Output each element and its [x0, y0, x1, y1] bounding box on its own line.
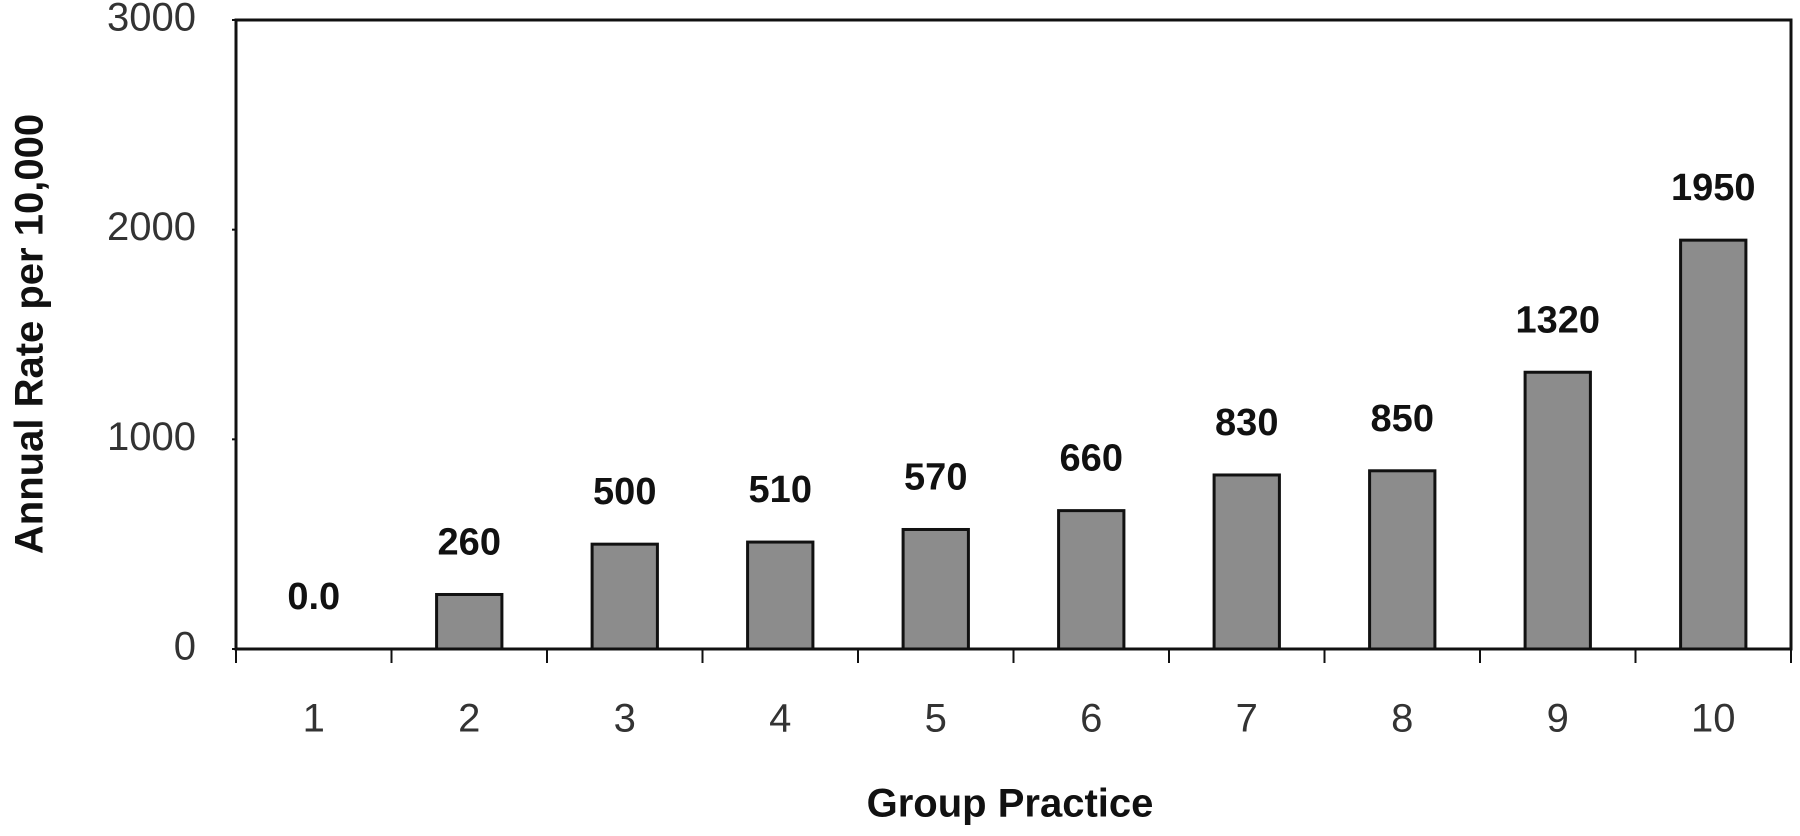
data-label: 660 [1060, 438, 1123, 480]
bar [435, 592, 504, 651]
x-tick-label: 10 [1691, 697, 1736, 741]
x-tick-label: 5 [925, 697, 947, 741]
y-axis-label: Annual Rate per 10,000 [8, 114, 52, 554]
x-tick-label: 3 [614, 697, 636, 741]
data-label: 570 [904, 457, 967, 499]
bar [1212, 473, 1281, 651]
x-tick-label: 2 [458, 697, 480, 741]
x-tick-label: 9 [1547, 697, 1569, 741]
data-label: 1950 [1671, 167, 1756, 209]
y-tick-label: 2000 [107, 205, 196, 249]
bar [1523, 370, 1592, 651]
data-label: 0.0 [287, 576, 340, 618]
y-tick-label: 1000 [107, 415, 196, 459]
x-tick-label: 7 [1236, 697, 1258, 741]
x-tick-label: 8 [1391, 697, 1413, 741]
data-label: 850 [1371, 398, 1434, 440]
bar [901, 527, 970, 651]
y-tick-label: 3000 [107, 0, 196, 40]
y-tick-label: 0 [174, 625, 196, 669]
bar [1679, 238, 1748, 651]
x-tick-label: 6 [1080, 697, 1102, 741]
data-label: 510 [749, 469, 812, 511]
bar [1057, 509, 1126, 651]
data-label: 260 [438, 522, 501, 564]
data-label: 500 [593, 471, 656, 513]
bar [746, 540, 815, 651]
x-tick-label: 1 [303, 697, 325, 741]
bar [1368, 469, 1437, 651]
data-label: 1320 [1515, 299, 1600, 341]
data-label: 830 [1215, 402, 1278, 444]
x-axis-label: Group Practice [867, 782, 1154, 826]
bar [590, 542, 659, 651]
x-tick-label: 4 [769, 697, 791, 741]
